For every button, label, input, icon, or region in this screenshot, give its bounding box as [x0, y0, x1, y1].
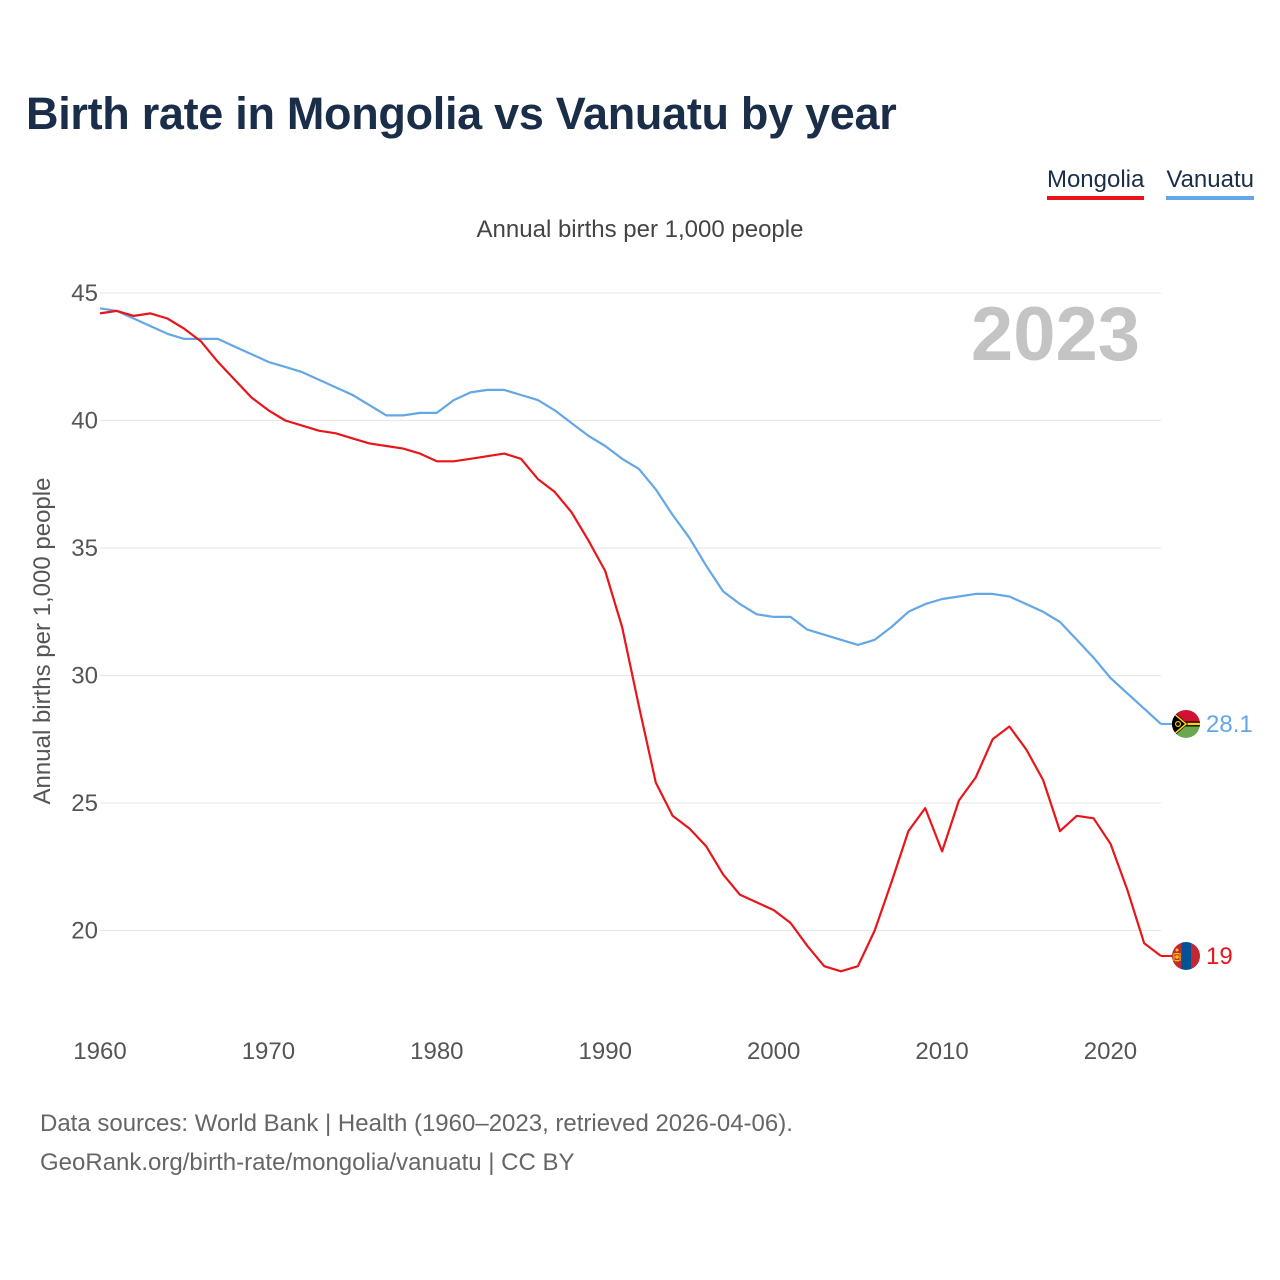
- y-axis-label: Annual births per 1,000 people: [29, 478, 56, 805]
- y-tick-label: 30: [71, 663, 98, 690]
- y-tick-label: 45: [71, 280, 98, 307]
- grid: [100, 292, 1161, 931]
- x-tick-label: 1990: [579, 1038, 632, 1065]
- footer: Data sources: World Bank | Health (1960–…: [40, 1104, 793, 1182]
- y-axis-ticks: 20 25 30 35 40 45: [71, 280, 98, 945]
- y-tick-label: 25: [71, 790, 98, 817]
- x-tick-label: 2000: [747, 1038, 800, 1065]
- series-line-mongolia[interactable]: [99, 309, 1162, 973]
- x-axis-ticks: 1960 1970 1980 1990 2000 2010 2020: [73, 1038, 1137, 1065]
- year-watermark: 2023: [971, 292, 1140, 377]
- y-tick-label: 20: [71, 918, 98, 945]
- legend: Mongolia Vanuatu: [1046, 166, 1254, 200]
- x-tick-label: 1970: [242, 1038, 295, 1065]
- footer-link[interactable]: GeoRank.org/birth-rate/mongolia/vanuatu …: [40, 1149, 575, 1176]
- x-tick-label: 2010: [915, 1038, 968, 1065]
- end-label-vanuatu: 28.1: [1206, 711, 1253, 738]
- chart-title: Birth rate in Mongolia vs Vanuatu by yea…: [26, 88, 897, 139]
- vanuatu-flag-icon[interactable]: [1172, 709, 1200, 738]
- y-tick-label: 35: [71, 535, 98, 562]
- footer-sources: Data sources: World Bank | Health (1960–…: [40, 1110, 793, 1137]
- legend-item-mongolia[interactable]: Mongolia: [1046, 166, 1145, 200]
- end-label-mongolia: 19: [1206, 943, 1233, 970]
- x-tick-label: 1960: [73, 1038, 126, 1065]
- series-line-vanuatu[interactable]: [99, 307, 1162, 725]
- y-tick-label: 40: [71, 408, 98, 435]
- x-tick-label: 2020: [1084, 1038, 1137, 1065]
- series: [99, 307, 1172, 973]
- mongolia-flag-icon[interactable]: [1172, 942, 1200, 970]
- chart-subtitle: Annual births per 1,000 people: [476, 216, 804, 243]
- legend-item-vanuatu[interactable]: Vanuatu: [1166, 166, 1254, 200]
- x-tick-label: 1980: [410, 1038, 463, 1065]
